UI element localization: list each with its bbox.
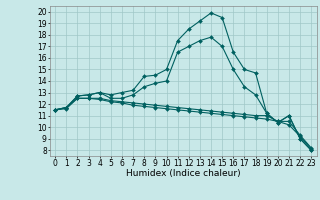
X-axis label: Humidex (Indice chaleur): Humidex (Indice chaleur) xyxy=(126,169,241,178)
